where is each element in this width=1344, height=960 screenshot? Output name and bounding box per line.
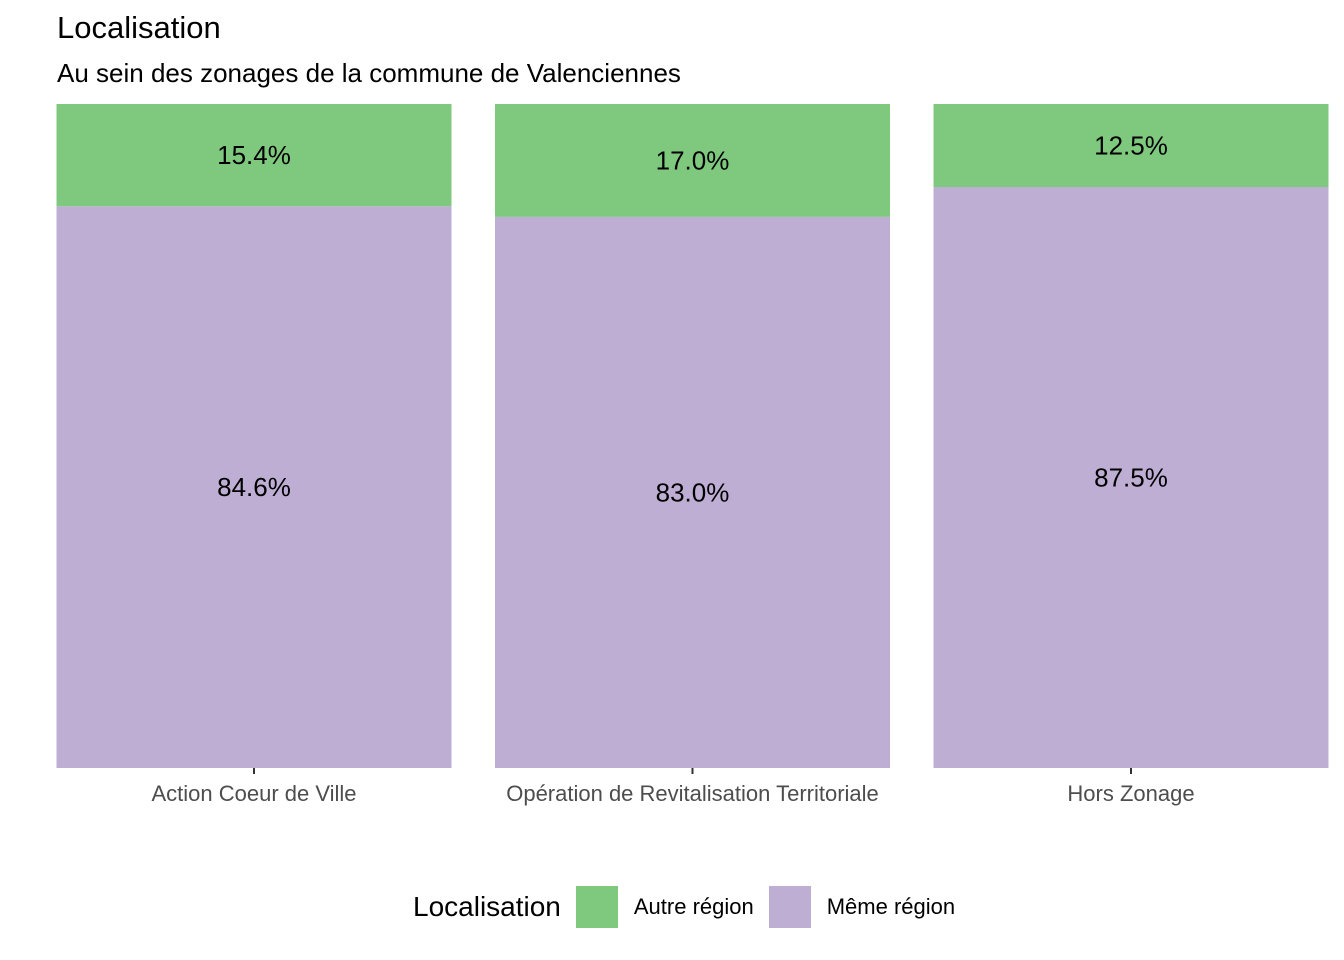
legend-item-autre-region: Autre région — [575, 886, 754, 928]
legend: Localisation Autre région Même région — [413, 884, 970, 930]
bar-segment-autre-region-2 — [495, 104, 890, 217]
x-tick-label-1: Action Coeur de Ville — [151, 781, 356, 806]
x-tick-label-3: Hors Zonage — [1067, 781, 1194, 806]
bar-segment-meme-region-2 — [495, 216, 890, 768]
legend-label-autre-region: Autre région — [633, 894, 754, 919]
bar-segment-autre-region-3 — [933, 104, 1329, 187]
data-label-autre-region-1: 15.4% — [217, 140, 291, 170]
bar-segment-autre-region-1 — [56, 104, 452, 207]
x-tick-label-2: Opération de Revitalisation Territoriale — [506, 781, 879, 806]
bar-segment-meme-region-3 — [933, 187, 1329, 768]
data-label-meme-region-2: 83.0% — [656, 477, 730, 507]
legend-key-autre-region — [575, 886, 618, 928]
data-label-meme-region-3: 87.5% — [1094, 463, 1168, 493]
data-label-autre-region-2: 17.0% — [656, 145, 730, 175]
legend-item-meme-region: Même région — [768, 886, 956, 928]
data-label-meme-region-1: 84.6% — [217, 472, 291, 502]
bar-segment-meme-region-1 — [56, 206, 452, 769]
chart-title: Localisation — [57, 10, 221, 45]
chart-subtitle: Au sein des zonages de la commune de Val… — [57, 58, 681, 88]
data-label-autre-region-3: 12.5% — [1094, 131, 1168, 161]
legend-label-meme-region: Même région — [826, 894, 956, 919]
legend-title: Localisation — [413, 891, 561, 922]
legend-key-meme-region — [768, 886, 811, 928]
